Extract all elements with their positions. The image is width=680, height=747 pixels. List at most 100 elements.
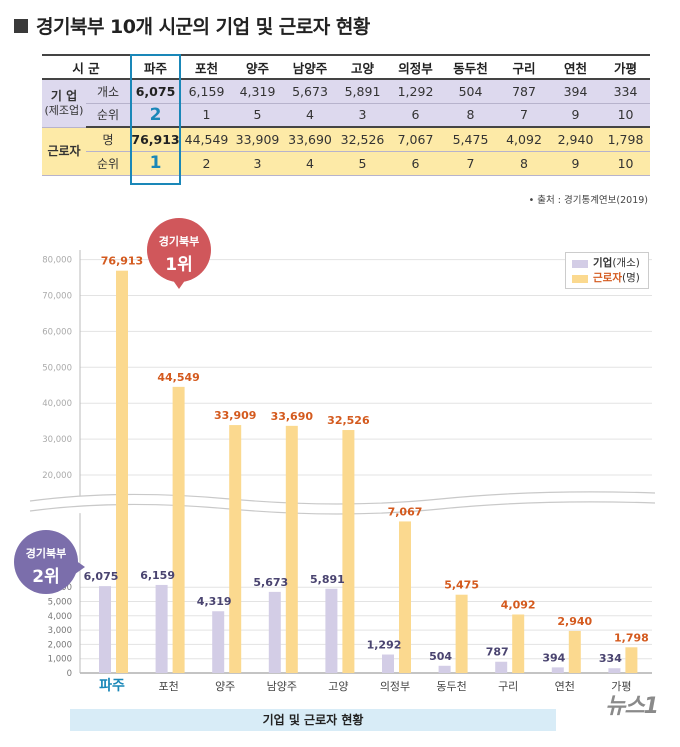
legend-item-workers: 근로자(명) — [572, 271, 642, 286]
workers-data-label: 4,092 — [501, 598, 536, 611]
y-tick-label: 1,000 — [48, 655, 72, 665]
y-tick-label: 0 — [67, 669, 72, 679]
x-category-label: 포천 — [158, 679, 178, 693]
workers-rank-label: 순위 — [86, 151, 131, 176]
enterprise-rank-cell: 7 — [498, 103, 551, 128]
enterprise-bar — [212, 611, 225, 673]
enterprise-data-label: 504 — [429, 650, 452, 663]
source-note: • 출처 : 경기통계연보(2019) — [528, 195, 648, 206]
table-header-row: 시 군 파주 포천 양주 남양주 고양 의정부 동두천 구리 연천 가평 — [42, 55, 651, 80]
enterprise-data-label: 6,075 — [84, 570, 119, 583]
enterprise-rank-cell: 6 — [388, 103, 444, 128]
workers-data-label: 2,940 — [557, 615, 592, 628]
workers-rank-cell: 5 — [337, 151, 389, 176]
workers-bar — [229, 425, 242, 673]
workers-rank-row: 순위 1 2 3 4 5 6 7 8 9 10 — [42, 151, 651, 176]
city-header: 파주 — [130, 55, 182, 80]
workers-data-label: 32,526 — [327, 414, 370, 427]
x-category-label: 남양주 — [267, 680, 297, 693]
workers-bar — [512, 614, 525, 673]
enterprise-rank-cell: 2 — [130, 103, 182, 128]
y-tick-label: 70,000 — [42, 292, 72, 302]
workers-rank-cell: 2 — [181, 151, 233, 176]
workers-bar — [399, 521, 411, 673]
workers-count-cell: 5,475 — [443, 127, 499, 152]
city-header: 가평 — [601, 55, 651, 80]
enterprise-group-label: 기 업 (제조업) — [42, 79, 86, 128]
workers-rank-cell: 10 — [601, 151, 651, 176]
workers-bar — [568, 630, 581, 673]
workers-count-row: 근로자 명 76,913 44,549 33,909 33,690 32,526 7,06… — [42, 127, 651, 176]
workers-count-cell: 33,909 — [232, 127, 284, 152]
enterprise-bar — [382, 654, 394, 673]
workers-data-label: 33,909 — [214, 409, 256, 422]
workers-rank-cell: 4 — [283, 151, 338, 176]
x-category-label: 의정부 — [380, 680, 410, 693]
workers-count-cell: 44,549 — [181, 127, 233, 152]
enterprise-count-cell: 1,292 — [388, 79, 444, 104]
workers-count-cell: 33,690 — [283, 127, 338, 152]
bar-chart: 01,0002,0003,0004,0005,0006,00020,00030,… — [29, 250, 656, 694]
enterprise-bar — [495, 661, 508, 673]
enterprise-count-cell: 5,891 — [337, 79, 389, 104]
y-tick-label: 2,000 — [48, 640, 72, 650]
legend-workers-unit: (명) — [621, 272, 640, 284]
workers-bar — [172, 386, 185, 673]
enterprise-count-cell: 334 — [601, 79, 651, 104]
workers-rank-cell: 8 — [498, 151, 551, 176]
enterprise-bar — [325, 588, 338, 673]
title-row: 경기북부 10개 시군의 기업 및 근로자 현황 — [14, 12, 370, 39]
enterprise-count-cell: 4,319 — [232, 79, 284, 104]
x-category-label: 동두천 — [436, 679, 466, 693]
workers-count-cell: 7,067 — [388, 127, 444, 152]
legend-swatch-enterprise — [572, 259, 588, 268]
header-label: 시 군 — [42, 55, 131, 80]
data-table: 시 군 파주 포천 양주 남양주 고양 의정부 동두천 구리 연천 가평 기 업 (제조업) 개소… — [42, 54, 651, 176]
enterprise-bubble-tail — [75, 560, 85, 574]
enterprise-rank-bubble: 경기북부 2위 — [14, 530, 78, 594]
enterprise-rank-cell: 10 — [601, 103, 651, 128]
enterprise-count-cell: 5,673 — [283, 79, 338, 104]
workers-data-label: 44,549 — [157, 371, 199, 384]
workers-count-cell: 32,526 — [337, 127, 389, 152]
workers-bar — [116, 270, 128, 673]
enterprise-count-cell: 787 — [498, 79, 551, 104]
workers-count-cell: 1,798 — [601, 127, 651, 152]
x-category-label: 구리 — [498, 680, 518, 693]
workers-rank-cell: 6 — [388, 151, 444, 176]
enterprise-data-label: 6,159 — [140, 569, 175, 582]
y-tick-label: 80,000 — [42, 256, 72, 266]
enterprise-data-label: 1,292 — [367, 639, 402, 652]
workers-count-label: 명 — [86, 127, 131, 152]
chart-legend: 기업(개소) 근로자(명) — [565, 252, 649, 289]
x-category-label: 파주 — [99, 678, 125, 694]
enterprise-rank-row: 순위 2 1 5 4 3 6 8 7 9 10 — [42, 103, 651, 128]
enterprise-group-sub: (제조업) — [44, 103, 84, 117]
enterprise-rank-cell: 5 — [232, 103, 284, 128]
workers-data-label: 76,913 — [101, 255, 143, 268]
enterprise-rank-cell: 3 — [337, 103, 389, 128]
news1-logo: 뉴스1 — [605, 694, 659, 719]
worker-bubble-line2: 1위 — [165, 255, 193, 275]
enterprise-count-cell: 394 — [550, 79, 602, 104]
enterprise-bar — [155, 584, 168, 673]
enterprise-rank-cell: 1 — [181, 103, 233, 128]
x-category-label: 가평 — [611, 680, 631, 693]
worker-rank-bubble: 경기북부 1위 — [147, 218, 211, 282]
enterprise-bar — [268, 591, 281, 673]
workers-data-label: 7,067 — [388, 505, 423, 518]
enterprise-rank-cell: 4 — [283, 103, 338, 128]
enterprise-count-cell: 6,159 — [181, 79, 233, 104]
enterprise-bar — [438, 665, 451, 673]
y-tick-label: 20,000 — [42, 471, 72, 481]
enterprise-data-label: 394 — [542, 651, 565, 664]
workers-rank-cell: 3 — [232, 151, 284, 176]
y-tick-label: 4,000 — [48, 612, 72, 622]
workers-rank-cell: 7 — [443, 151, 499, 176]
enterprise-data-label: 334 — [599, 652, 622, 665]
x-category-label: 양주 — [215, 680, 235, 693]
worker-bubble-line1: 경기북부 — [158, 235, 200, 248]
workers-data-label: 5,475 — [444, 579, 479, 592]
city-header: 고양 — [337, 55, 389, 80]
enterprise-rank-cell: 9 — [550, 103, 602, 128]
